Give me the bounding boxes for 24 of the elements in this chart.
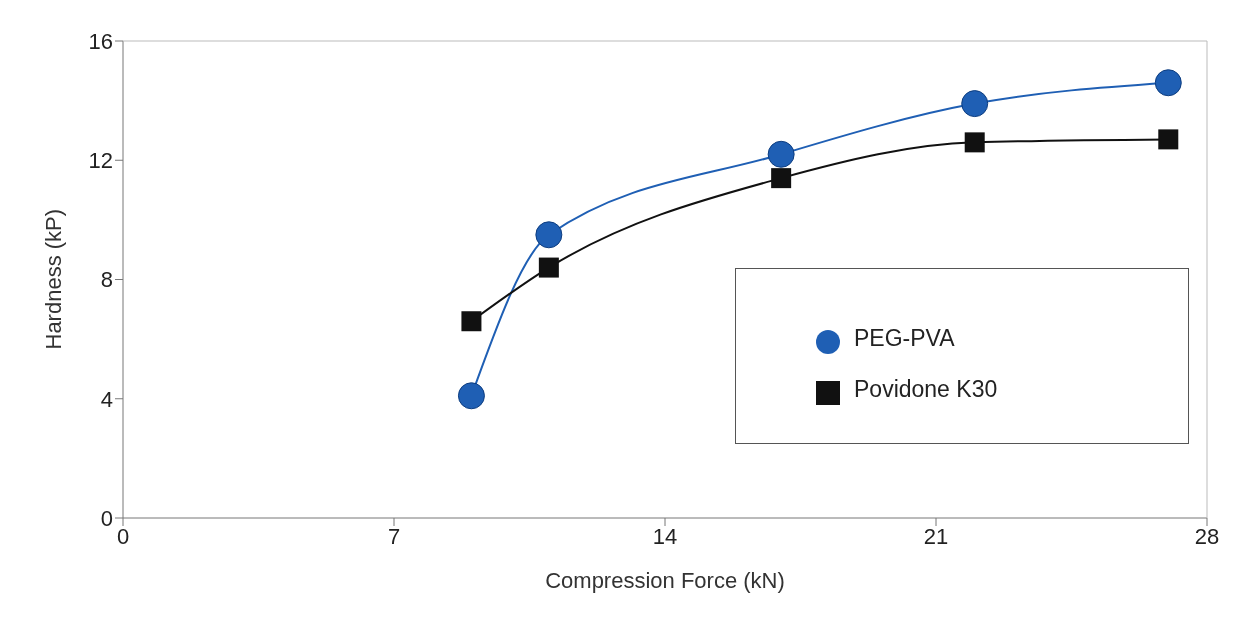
- point: [964, 132, 985, 153]
- point: [535, 221, 563, 249]
- y-tick-label: 16: [88, 28, 113, 54]
- point: [767, 140, 795, 168]
- point: [538, 257, 559, 278]
- y-tick-label: 4: [100, 386, 113, 412]
- y-axis-title: Hardness (kP): [40, 208, 66, 350]
- point: [961, 90, 989, 118]
- point: [1158, 129, 1179, 150]
- y-tick-label: 8: [100, 267, 113, 293]
- x-tick-label: 14: [652, 523, 678, 549]
- y-tick-label: 12: [88, 148, 113, 174]
- x-tick-label: 21: [923, 523, 949, 549]
- x-axis-title: Compression Force (kN): [545, 568, 785, 593]
- point: [461, 311, 482, 332]
- legend-label: PEG-PVA: [854, 325, 955, 351]
- point: [771, 168, 792, 189]
- x-tick-label: 28: [1194, 523, 1220, 549]
- legend-label: Povidone K30: [854, 376, 998, 402]
- x-tick-label: 7: [387, 523, 401, 549]
- point: [457, 382, 485, 410]
- y-tick-label: 0: [100, 505, 113, 531]
- x-tick-label: 0: [116, 523, 130, 549]
- point: [1154, 69, 1182, 97]
